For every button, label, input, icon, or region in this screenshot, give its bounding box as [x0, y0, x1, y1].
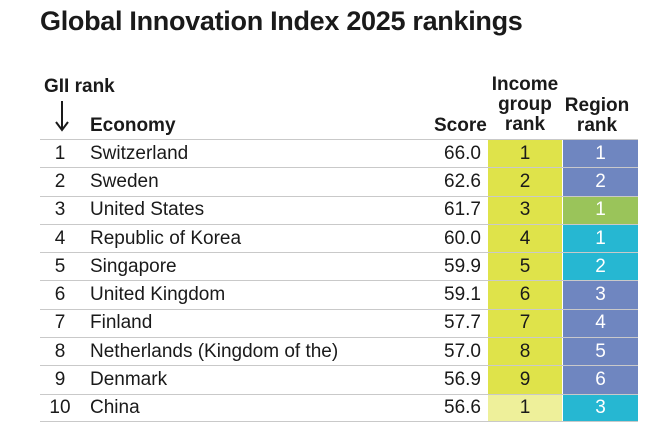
table-row: 6 United Kingdom 59.1 6 3: [40, 280, 638, 309]
arrow-down-icon: [55, 101, 69, 132]
table-row: 8 Netherlands (Kingdom of the) 57.0 8 5: [40, 337, 638, 366]
table-row: 7 Finland 57.7 7 4: [40, 308, 638, 338]
economy-cell: Singapore: [90, 255, 177, 277]
score-cell: 66.0: [444, 142, 481, 164]
table-row: 3 United States 61.7 3 1: [40, 195, 638, 224]
table-row: 10 China 56.6 1 3: [40, 393, 638, 422]
header-gii-rank: GII rank: [44, 76, 115, 97]
table-row: 5 Singapore 59.9 5 2: [40, 252, 638, 281]
header-income-group-rank: Income group rank: [491, 74, 559, 135]
score-cell: 56.9: [444, 369, 481, 391]
region-rank-cell: 3: [563, 394, 638, 421]
economy-cell: Sweden: [90, 170, 159, 192]
economy-cell: Republic of Korea: [90, 227, 242, 249]
table-row: 2 Sweden 62.6 2 2: [40, 167, 638, 196]
region-rank-cell: 1: [563, 140, 638, 168]
page-title: Global Innovation Index 2025 rankings: [40, 6, 523, 36]
economy-cell: Netherlands (Kingdom of the): [90, 340, 339, 362]
gii-rank-cell: 1: [54, 142, 66, 164]
economy-cell: United Kingdom: [90, 284, 226, 306]
income-group-rank-cell: 9: [488, 366, 562, 394]
gii-rank-cell: 8: [54, 340, 66, 362]
score-cell: 60.0: [444, 227, 481, 249]
header-score: Score: [434, 115, 487, 136]
economy-cell: Denmark: [90, 369, 168, 391]
income-group-rank-cell: 4: [488, 224, 562, 253]
gii-rank-cell: 5: [54, 255, 66, 277]
region-rank-cell: 4: [563, 309, 638, 338]
table-row: 9 Denmark 56.9 9 6: [40, 365, 638, 394]
gii-rank-cell: 4: [54, 227, 66, 249]
economy-cell: United States: [90, 199, 205, 221]
score-cell: 59.1: [444, 284, 481, 306]
score-cell: 57.0: [444, 340, 481, 362]
income-group-rank-cell: 2: [488, 168, 562, 196]
region-rank-cell: 5: [563, 338, 638, 366]
gii-rank-cell: 3: [54, 199, 66, 221]
score-cell: 57.7: [444, 312, 481, 334]
score-cell: 56.6: [444, 396, 481, 418]
income-group-rank-cell: 5: [488, 253, 562, 281]
region-rank-cell: 2: [563, 168, 638, 196]
income-group-rank-cell: 8: [488, 338, 562, 366]
region-rank-cell: 1: [563, 224, 638, 253]
score-cell: 59.9: [444, 255, 481, 277]
score-cell: 62.6: [444, 170, 481, 192]
income-group-rank-cell: 6: [488, 281, 562, 309]
income-group-rank-cell: 1: [488, 140, 562, 168]
gii-rank-cell: 2: [54, 170, 66, 192]
header-economy: Economy: [90, 115, 176, 136]
economy-cell: China: [90, 396, 140, 418]
income-group-rank-cell: 7: [488, 309, 562, 338]
header-region-rank: Region rank: [564, 95, 630, 136]
economy-cell: Finland: [90, 312, 153, 334]
income-group-rank-cell: 3: [488, 196, 562, 224]
table-row: 1 Switzerland 66.0 1 1: [40, 139, 638, 168]
gii-rank-cell: 6: [54, 284, 66, 306]
score-cell: 61.7: [444, 199, 481, 221]
region-rank-cell: 6: [563, 366, 638, 394]
income-group-rank-cell: 1: [488, 394, 562, 421]
region-rank-cell: 1: [563, 196, 638, 224]
gii-rank-cell: 7: [54, 312, 66, 334]
gii-rank-cell: 10: [49, 396, 71, 418]
gii-rank-cell: 9: [54, 369, 66, 391]
rankings-table: 1 Switzerland 66.0 1 1 2 Sweden 62.6 2 2 3 United S…: [40, 139, 638, 422]
region-rank-cell: 2: [563, 253, 638, 281]
region-rank-cell: 3: [563, 281, 638, 309]
economy-cell: Switzerland: [90, 142, 189, 164]
table-row: 4 Republic of Korea 60.0 4 1: [40, 223, 638, 253]
